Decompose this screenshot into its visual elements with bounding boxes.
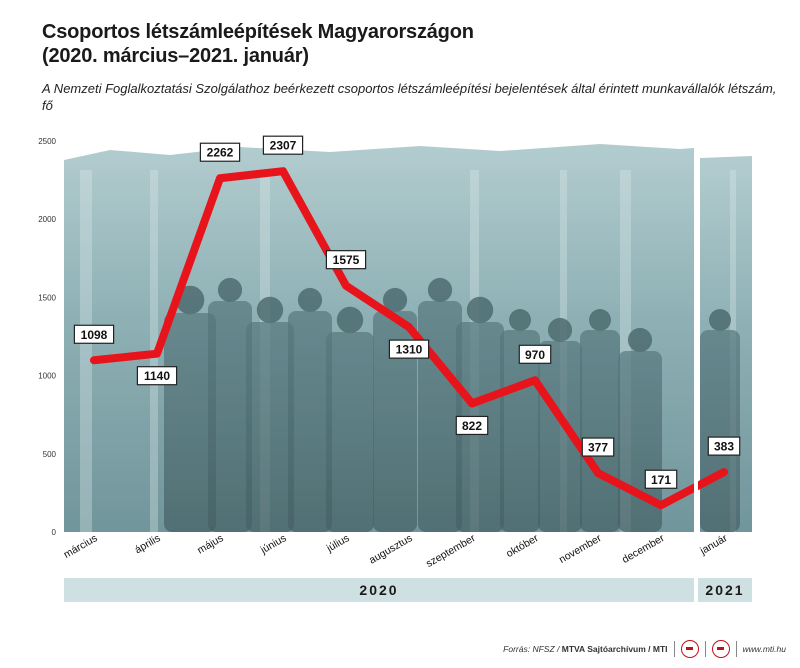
photo-person-body [373, 311, 417, 532]
photo-person-head [382, 287, 408, 313]
data-label: 377 [581, 437, 615, 457]
year-band: 2020 2021 [64, 150, 752, 602]
data-label-text: 2307 [270, 139, 297, 153]
title-line-1: Csoportos létszámleépítések Magyarország… [42, 21, 474, 43]
data-label-text: 2262 [207, 146, 234, 160]
data-label-text: 1098 [81, 328, 108, 342]
photo-person-head [466, 296, 494, 324]
data-label-box [644, 469, 678, 489]
data-label-box [136, 366, 178, 386]
data-label-text: 1575 [333, 253, 360, 267]
data-label: 970 [518, 344, 552, 364]
y-axis: 0 500 1000 1500 2000 2500 [38, 137, 56, 537]
separator [735, 641, 737, 657]
year-band-segment [64, 578, 694, 602]
source-bold: MTVA Sajtóarchívum / MTI [561, 644, 668, 654]
separator [704, 641, 706, 657]
x-tick-label: január [697, 532, 730, 558]
footer: Forrás: NFSZ / MTVA Sajtóarchívum / MTI … [503, 640, 786, 658]
photo-person-head [509, 309, 531, 331]
data-label-text: 377 [588, 441, 608, 455]
photo-person-head [547, 317, 573, 343]
y-tick-label: 0 [52, 528, 57, 537]
data-label-text: 1310 [396, 343, 423, 357]
separator [673, 641, 675, 657]
photo-background [64, 144, 752, 532]
y-tick-label: 2000 [38, 215, 56, 224]
photo-person-body [538, 341, 582, 532]
data-label: 1310 [388, 339, 430, 359]
year-band-segment [698, 578, 752, 602]
data-label: 383 [707, 436, 741, 456]
photo-person-head [217, 277, 243, 303]
data-label-text: 171 [651, 473, 671, 487]
x-tick-label: november [557, 532, 604, 566]
data-label-box [262, 135, 304, 155]
y-tick-label: 2500 [38, 137, 56, 146]
data-labels: 1098 1140 2262 2307 1575 1310 822 970 377 171 383 [73, 135, 741, 489]
photo-pillar [620, 170, 631, 532]
data-label-box [518, 344, 552, 364]
photo-pillar [80, 170, 92, 532]
x-tick-label: március [62, 532, 100, 561]
x-tick-label: október [504, 532, 541, 560]
data-label: 171 [644, 469, 678, 489]
photo-person-head [589, 309, 611, 331]
y-tick-label: 1000 [38, 372, 56, 381]
photo-person-head [256, 296, 284, 324]
photo-overlay [64, 144, 752, 532]
series-line-layer [90, 167, 728, 510]
data-label-text: 1140 [144, 369, 170, 383]
y-tick-label: 500 [43, 450, 57, 459]
data-label: 1575 [325, 250, 367, 270]
data-label-box [388, 339, 430, 359]
title-line-2: (2020. március–2021. január) [42, 45, 309, 67]
photo-person-body [288, 311, 332, 532]
data-label: 2262 [199, 142, 241, 162]
photo-person-head [709, 309, 731, 331]
data-label-text: 383 [714, 440, 734, 454]
data-label-text: 822 [462, 419, 482, 433]
x-axis: március április május június július augusztus… [62, 532, 730, 570]
data-label-text: 970 [525, 348, 545, 362]
data-label: 1140 [136, 366, 178, 386]
source-text: Forrás: NFSZ / MTVA Sajtóarchívum / MTI [503, 644, 667, 654]
data-label-box [199, 142, 241, 162]
photo-person-head [627, 327, 653, 353]
x-tick-label: június [258, 532, 289, 557]
x-tick-label: május [195, 532, 225, 556]
source-prefix: Forrás: NFSZ / [503, 644, 562, 654]
x-tick-label: július [324, 532, 352, 555]
year-label: 2020 [359, 582, 398, 598]
photo-person-body [418, 301, 462, 532]
year-label: 2021 [705, 582, 744, 598]
data-label: 822 [455, 415, 489, 436]
chart-title: Csoportos létszámleépítések Magyarország… [42, 20, 474, 68]
photo-person-head [427, 277, 453, 303]
photo-person-body [246, 322, 294, 532]
x-tick-label: április [133, 532, 163, 556]
data-label-box [707, 436, 741, 456]
data-label-box [325, 250, 367, 270]
data-label-box [581, 437, 615, 457]
photo-person-body [326, 332, 374, 532]
x-tick-label: augusztus [367, 532, 414, 566]
data-label-box [73, 324, 115, 344]
mti-logo-icon [711, 640, 730, 658]
photo-person-body [208, 301, 252, 532]
data-label: 1098 [73, 324, 115, 344]
photo-person-head [297, 287, 323, 313]
chart-subtitle: A Nemzeti Foglalkoztatási Szolgálathoz b… [42, 81, 777, 113]
x-tick-label: szeptember [424, 532, 478, 570]
footer-url[interactable]: www.mti.hu [742, 644, 786, 654]
mtva-logo-icon [680, 640, 699, 658]
data-label: 2307 [262, 135, 304, 155]
data-label-box [455, 415, 489, 436]
y-tick-label: 1500 [38, 293, 56, 302]
photo-person-head [336, 306, 364, 334]
x-tick-label: december [620, 532, 667, 566]
